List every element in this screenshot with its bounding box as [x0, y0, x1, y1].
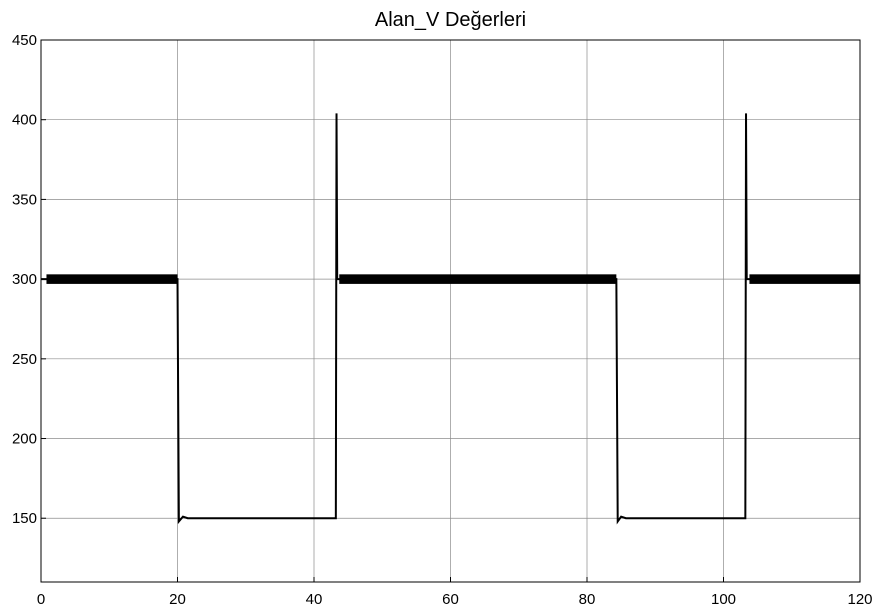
chart-title: Alan_V Değerleri: [375, 9, 526, 31]
y-tick-label: 250: [12, 351, 37, 368]
x-tick-label: 20: [169, 591, 186, 608]
y-tick-label: 450: [12, 32, 37, 49]
y-tick-label: 400: [12, 112, 37, 129]
x-tick-label: 60: [442, 591, 459, 608]
x-tick-label: 80: [579, 591, 596, 608]
y-tick-label: 350: [12, 191, 37, 208]
x-tick-label: 0: [37, 591, 45, 608]
x-axis-ticks: 0 20 40 60 80 100 120: [37, 577, 873, 608]
y-tick-label: 300: [12, 271, 37, 288]
x-tick-label: 120: [847, 591, 872, 608]
y-tick-label: 150: [12, 510, 37, 527]
y-tick-label: 200: [12, 431, 37, 448]
y-axis-ticks: 150 200 250 300 350 400 450: [12, 32, 46, 527]
x-tick-label: 40: [306, 591, 323, 608]
series-line: [41, 113, 860, 525]
grid: [41, 40, 860, 582]
x-tick-label: 100: [711, 591, 736, 608]
